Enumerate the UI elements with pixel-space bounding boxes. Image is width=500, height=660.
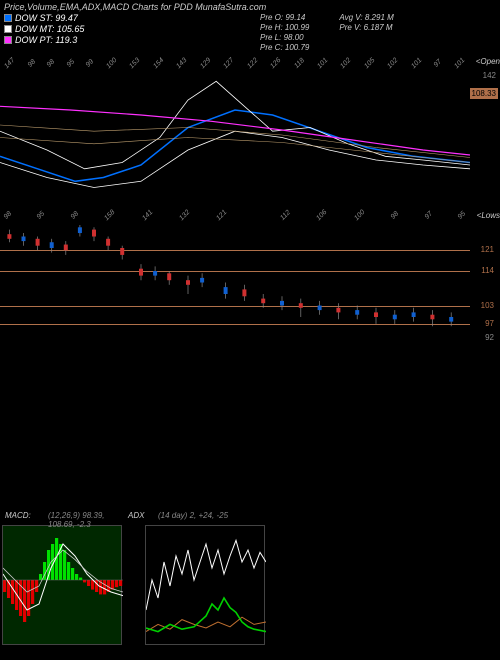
- info-columns: Pre O: 99.14Pre H: 100.99Pre L: 98.00Pre…: [260, 12, 394, 53]
- macd-label: MACD:: [5, 511, 31, 520]
- legend-main: DOW ST: 99.47DOW MT: 105.65DOW PT: 119.3: [4, 12, 84, 46]
- main-chart-panel: 108.33142<Open: [0, 75, 470, 200]
- macd-panel: MACD:(12,26,9) 98.39, 108.69, -2.3: [2, 525, 122, 645]
- x-axis-labels-top: 1479898959910015315414312912712212611810…: [0, 60, 470, 67]
- adx-panel: ADX(14 day) 2, +24, -25: [145, 525, 265, 645]
- adx-params: (14 day) 2, +24, -25: [158, 511, 228, 520]
- adx-label: ADX: [128, 511, 144, 520]
- candle-chart-panel: 1211141039792<Lows: [0, 225, 470, 340]
- x-axis-labels-mid: 989598158141132121112106100989795: [0, 212, 470, 219]
